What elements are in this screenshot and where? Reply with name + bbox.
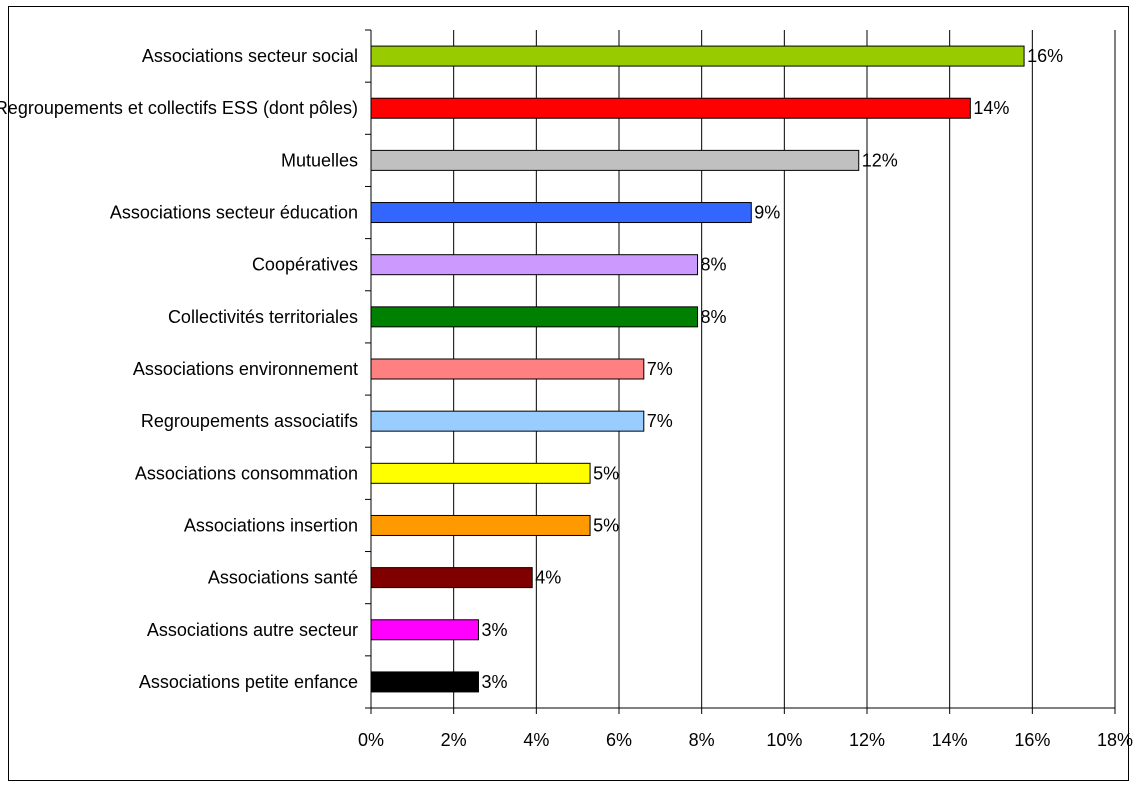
bar: [370, 462, 591, 484]
category-label: Associations insertion: [184, 515, 358, 535]
bar: [370, 149, 860, 171]
x-tick-label: 8%: [689, 730, 715, 750]
bar: [370, 671, 479, 693]
bar: [370, 358, 645, 380]
category-label: Associations petite enfance: [139, 672, 358, 692]
data-label: 3%: [481, 620, 507, 640]
data-label: 8%: [701, 255, 727, 275]
x-tick-label: 14%: [932, 730, 968, 750]
bar: [370, 410, 645, 432]
chart-frame: [8, 6, 1129, 781]
bar: [370, 202, 752, 224]
x-tick-label: 10%: [766, 730, 802, 750]
category-label: Regroupements et collectifs ESS (dont pô…: [0, 98, 358, 118]
data-label: 8%: [701, 307, 727, 327]
category-label: Associations secteur éducation: [110, 203, 358, 223]
data-label: 9%: [754, 203, 780, 223]
category-label: Associations secteur social: [142, 46, 358, 66]
gridlines: [453, 30, 1116, 708]
category-label: Regroupements associatifs: [141, 411, 358, 431]
x-tick-label: 16%: [1014, 730, 1050, 750]
data-label: 3%: [481, 672, 507, 692]
category-label: Associations autre secteur: [147, 620, 358, 640]
x-tick-label: 2%: [441, 730, 467, 750]
x-tick-label: 12%: [849, 730, 885, 750]
bars: [370, 45, 1025, 693]
x-tick-label: 18%: [1097, 730, 1133, 750]
x-tick-label: 6%: [606, 730, 632, 750]
data-label: 12%: [862, 150, 898, 170]
category-label: Mutuelles: [281, 150, 358, 170]
bar: [370, 254, 699, 276]
bar: [370, 619, 479, 641]
category-label: Associations environnement: [133, 359, 358, 379]
bar: [370, 45, 1025, 67]
data-label: 16%: [1027, 46, 1063, 66]
data-label: 5%: [593, 463, 619, 483]
category-label: Associations consommation: [135, 463, 358, 483]
x-tick-label: 4%: [523, 730, 549, 750]
bar: [370, 306, 699, 328]
data-label: 5%: [593, 515, 619, 535]
axes: [365, 29, 1116, 714]
category-label: Associations santé: [208, 568, 358, 588]
bar: [370, 97, 971, 119]
x-tick-label: 0%: [358, 730, 384, 750]
data-label: 14%: [973, 98, 1009, 118]
labels: 0% 2% 4% 6% 8% 10% 12% 14% 16% 18% Associations se…: [0, 46, 1133, 750]
data-label: 7%: [647, 359, 673, 379]
data-label: 4%: [535, 568, 561, 588]
bar: [370, 514, 591, 536]
bar: [370, 567, 533, 589]
category-label: Collectivités territoriales: [168, 307, 358, 327]
data-label: 7%: [647, 411, 673, 431]
category-label: Coopératives: [252, 255, 358, 275]
